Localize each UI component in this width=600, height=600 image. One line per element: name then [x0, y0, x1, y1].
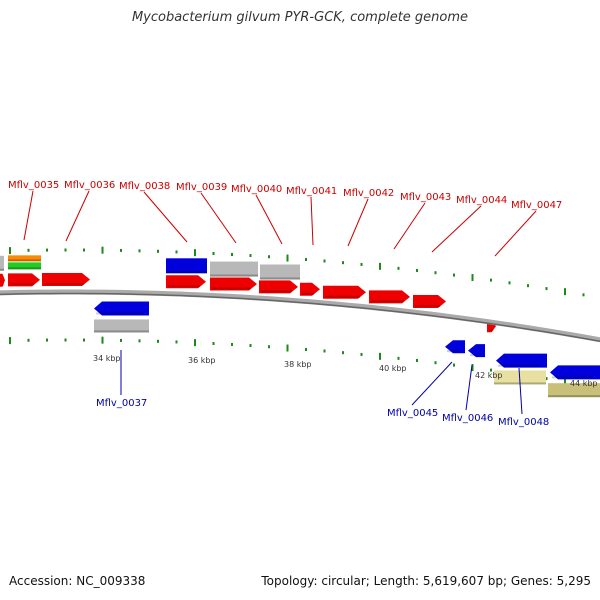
forward-gene-leader — [65, 190, 90, 242]
forward-gene-label: Mflv_0040 — [231, 184, 282, 195]
reverse-cds-arrow — [550, 365, 600, 380]
reverse-gene-leader — [411, 361, 453, 406]
forward-cds-arrow-shade — [489, 329, 494, 332]
forward-cds-arrow — [0, 273, 5, 287]
gene-labels: Mflv_0035 Mflv_0036 Mflv_0038 Mflv_0039 Mflv… — [8, 180, 562, 428]
reverse-gene-leader — [518, 367, 523, 415]
forward-cds-arrow-shade — [44, 283, 84, 286]
forward-gene-label: Mflv_0038 — [119, 181, 170, 192]
forward-cds-arrow-shade — [168, 285, 200, 288]
scale-label: 38 kbp — [284, 360, 312, 369]
forward-gene-leader — [494, 210, 537, 257]
forward-gene-label: Mflv_0035 — [8, 180, 59, 191]
reverse-cds-arrow-shade — [552, 376, 594, 379]
gray-feature — [94, 319, 149, 333]
backbone-shadow — [0, 292, 600, 342]
forward-cds-arrow-shade — [302, 292, 314, 295]
forward-gene-leader — [143, 191, 188, 243]
scale-label: 42 kbp — [475, 371, 503, 380]
orange-feature — [8, 255, 41, 262]
backbone-line — [0, 289, 600, 343]
forward-gene-label: Mflv_0039 — [176, 182, 227, 193]
forward-gene-leader — [310, 196, 314, 246]
forward-cds-arrow — [8, 273, 40, 287]
reverse-gene-label: Mflv_0046 — [442, 413, 493, 424]
forward-cds-arrow-shade — [2, 283, 5, 286]
blue-feature — [166, 258, 207, 274]
tick-marks — [9, 246, 585, 387]
forward-cds-arrow-shade — [325, 295, 360, 298]
reverse-cds-arrow-shade — [447, 350, 459, 353]
forward-cds-arrow-shade — [10, 283, 34, 286]
forward-cds-arrow-shade — [212, 287, 251, 290]
olive-feature — [548, 383, 600, 398]
forward-gene-leader — [393, 202, 426, 250]
scale-label: 36 kbp — [188, 356, 216, 365]
reverse-cds-arrow — [445, 340, 465, 354]
forward-gene-label: Mflv_0036 — [64, 180, 115, 191]
gray-feature — [260, 264, 300, 280]
reverse-gene-leader — [465, 364, 473, 411]
forward-cds-arrow — [42, 273, 90, 287]
scale-label: 40 kbp — [379, 364, 407, 373]
gray-feature-shade — [94, 330, 149, 333]
forward-cds-arrow — [413, 294, 446, 308]
reverse-cds-arrow — [94, 301, 149, 316]
orange-feature-shade — [8, 259, 41, 262]
forward-cds-arrow — [369, 290, 410, 304]
gray-feature-shade — [260, 277, 300, 280]
forward-gene-leader — [255, 194, 283, 245]
gray-feature — [210, 261, 258, 277]
gray-feature-shade — [0, 268, 4, 271]
gray-feature — [0, 255, 4, 271]
forward-cds-arrow-shade — [415, 304, 440, 307]
green-feature — [8, 262, 41, 270]
forward-cds-arrow — [323, 285, 366, 299]
forward-gene-leader — [431, 205, 482, 253]
reverse-cds-arrow-shade — [498, 364, 541, 367]
forward-gene-leader — [347, 198, 369, 247]
backbone — [0, 289, 600, 343]
olive-feature-shade — [548, 395, 600, 398]
reverse-cds-arrow — [496, 353, 547, 368]
scale-label: 44 kbp — [570, 379, 598, 388]
forward-gene-label: Mflv_0043 — [400, 192, 451, 203]
forward-gene-label: Mflv_0041 — [286, 186, 337, 197]
forward-gene-leader — [23, 190, 34, 241]
reverse-cds-arrow-shade — [470, 354, 479, 357]
scale-label: 34 kbp — [93, 354, 121, 363]
forward-cds-arrow — [300, 282, 320, 296]
forward-gene-label: Mflv_0042 — [343, 188, 394, 199]
forward-cds-arrow — [259, 280, 298, 294]
reverse-cds-arrow — [468, 344, 485, 358]
accession-label: Accession: NC_009338 — [9, 574, 146, 588]
reverse-gene-label: Mflv_0045 — [387, 408, 438, 419]
gray-feature-shade — [210, 274, 258, 277]
reverse-gene-label: Mflv_0048 — [498, 417, 549, 428]
genome-summary: Topology: circular; Length: 5,619,607 bp… — [261, 574, 591, 588]
reverse-gene-label: Mflv_0037 — [96, 398, 147, 409]
reverse-cds-arrow-shade — [96, 312, 143, 315]
forward-gene-label: Mflv_0047 — [511, 200, 562, 211]
blue-feature-shade — [166, 271, 207, 274]
forward-gene-label: Mflv_0044 — [456, 195, 507, 206]
forward-cds-arrow — [166, 275, 206, 289]
forward-gene-leader — [200, 192, 237, 244]
scale-labels: 34 kbp 36 kbp 38 kbp 40 kbp 42 kbp 44 kbp — [93, 354, 598, 388]
map-title: Mycobacterium gilvum PYR-GCK, complete g… — [131, 10, 469, 25]
forward-cds-arrow — [210, 277, 257, 291]
label-leaders — [23, 190, 537, 415]
green-feature-shade — [8, 267, 41, 270]
forward-cds-arrow-shade — [371, 300, 404, 303]
forward-cds-arrow-shade — [261, 290, 292, 293]
